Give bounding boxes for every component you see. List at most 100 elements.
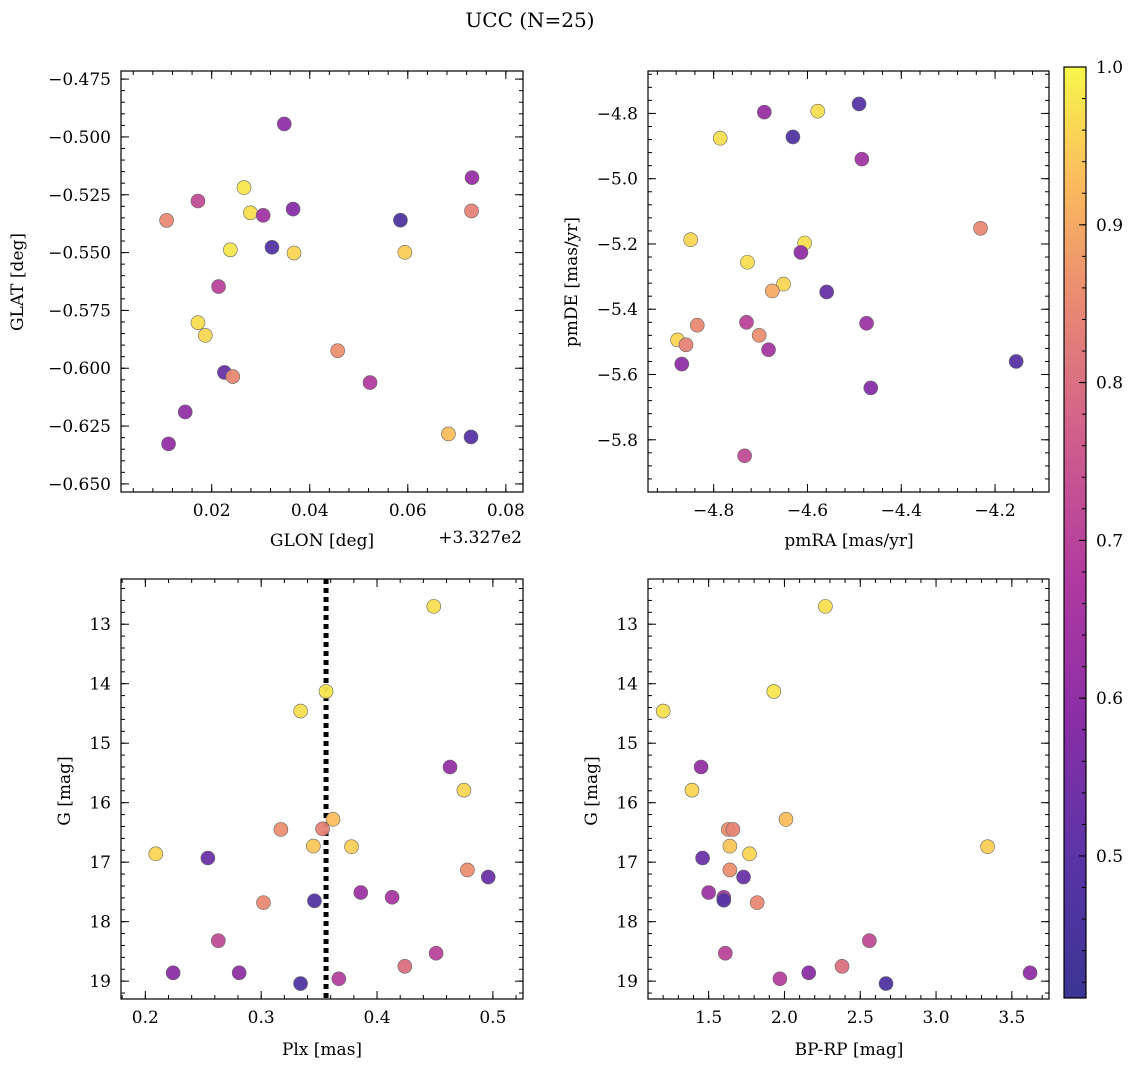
y-tick-label: 16 — [616, 794, 638, 814]
data-point — [973, 221, 988, 236]
y-tick-label: −5.2 — [597, 235, 638, 255]
data-point — [801, 965, 817, 981]
data-point — [225, 369, 241, 384]
minor-ticks — [647, 579, 1049, 999]
y-tick-label: 14 — [89, 675, 111, 695]
x-tick-label: 2.5 — [847, 1008, 874, 1028]
scatter-points — [148, 599, 496, 991]
data-point — [159, 213, 174, 228]
data-point — [441, 426, 456, 442]
x-tick-label: 3.0 — [923, 1008, 950, 1028]
data-point — [863, 380, 879, 396]
data-point — [818, 599, 833, 614]
y-tick-label: −5.4 — [597, 300, 638, 320]
data-point — [255, 208, 271, 223]
data-point — [751, 328, 767, 343]
data-point — [757, 104, 772, 120]
x-tick-label: 0.4 — [364, 1008, 391, 1028]
data-point — [793, 245, 809, 260]
data-point — [737, 448, 752, 464]
axes-frame — [647, 578, 1050, 1000]
panel-bprp-g: BP-RP [mag] G [mag] 1.5 2.0 2.5 3.0 3.5 13 14 1… — [582, 578, 1050, 1060]
data-point — [362, 375, 378, 390]
y-tick-label: −0.550 — [48, 244, 111, 264]
data-point — [834, 958, 850, 974]
data-point — [256, 895, 271, 910]
data-point — [161, 436, 176, 452]
y-tick-label: 17 — [616, 853, 638, 873]
y-tick-label: 18 — [616, 913, 638, 933]
data-point — [148, 846, 164, 862]
data-point — [231, 965, 247, 981]
data-point — [353, 885, 369, 900]
data-point — [330, 343, 345, 358]
data-point — [344, 839, 359, 855]
data-point — [684, 782, 700, 798]
x-tick-label: 0.3 — [248, 1008, 275, 1028]
y-axis-label: G [mag] — [582, 756, 602, 825]
data-point — [426, 599, 442, 614]
data-point — [393, 212, 408, 228]
data-point — [442, 759, 458, 775]
data-point — [285, 201, 301, 217]
data-point — [211, 279, 226, 294]
colorbar-tick-label: 0.7 — [1096, 531, 1123, 551]
colorbar-gradient — [1063, 66, 1087, 999]
axes-frame — [120, 70, 524, 493]
y-tick-label: −4.8 — [597, 104, 638, 124]
x-tick-label: −4.4 — [881, 501, 922, 521]
axes-frame — [647, 70, 1050, 493]
data-point — [464, 203, 479, 219]
data-point — [859, 315, 874, 331]
data-point — [293, 703, 308, 719]
data-point — [980, 839, 995, 855]
x-axis-label: BP-RP [mag] — [795, 1040, 904, 1060]
data-point — [211, 933, 226, 948]
data-point — [778, 812, 794, 827]
y-tick-label: −5.0 — [597, 170, 638, 190]
x-tick-label: −4.8 — [693, 501, 734, 521]
data-point — [384, 889, 400, 905]
data-point — [749, 895, 765, 910]
panel-glon-glat: GLON [deg] GLAT [deg] +3.327e2 0.02 0.04 0… — [8, 70, 525, 551]
y-tick-label: 17 — [89, 853, 111, 873]
data-point — [286, 245, 302, 261]
data-point — [463, 429, 479, 445]
data-point — [177, 404, 193, 420]
data-point — [695, 850, 710, 866]
data-point — [200, 850, 216, 866]
y-tick-label: −0.650 — [48, 475, 111, 495]
y-tick-label: 14 — [616, 675, 638, 695]
colorbar: 0.5 0.6 0.7 0.8 0.9 1.0 — [1063, 58, 1123, 999]
data-point — [1022, 965, 1038, 981]
data-point — [1008, 354, 1024, 369]
colorbar-tick-label: 1.0 — [1096, 58, 1123, 78]
panel-plx-g: Plx [mas] G [mag] 0.2 0.3 0.4 0.5 13 14 15 16 17… — [55, 578, 524, 1060]
data-point — [674, 356, 690, 372]
data-point — [293, 976, 308, 991]
y-tick-label: −5.8 — [597, 431, 638, 451]
x-tick-label: 0.2 — [132, 1008, 159, 1028]
x-axis-label: GLON [deg] — [270, 531, 374, 551]
data-point — [243, 205, 258, 221]
data-point — [712, 130, 728, 146]
data-point — [315, 821, 330, 837]
data-point — [862, 933, 877, 948]
data-point — [819, 284, 834, 300]
data-point — [761, 342, 776, 358]
scatter-points — [655, 599, 1038, 991]
data-point — [716, 892, 732, 908]
data-point — [878, 976, 894, 991]
data-point — [854, 151, 870, 167]
x-axis-label: Plx [mas] — [282, 1040, 362, 1060]
figure-title: UCC (N=25) — [465, 8, 594, 32]
y-axis-label: GLAT [deg] — [8, 233, 28, 331]
y-tick-label: −0.600 — [48, 359, 111, 379]
scatter-points — [670, 96, 1024, 464]
y-tick-label: −0.525 — [48, 186, 111, 206]
x-tick-label: 2.0 — [771, 1008, 798, 1028]
data-point — [428, 945, 444, 961]
data-point — [456, 782, 472, 798]
data-point — [722, 838, 738, 854]
